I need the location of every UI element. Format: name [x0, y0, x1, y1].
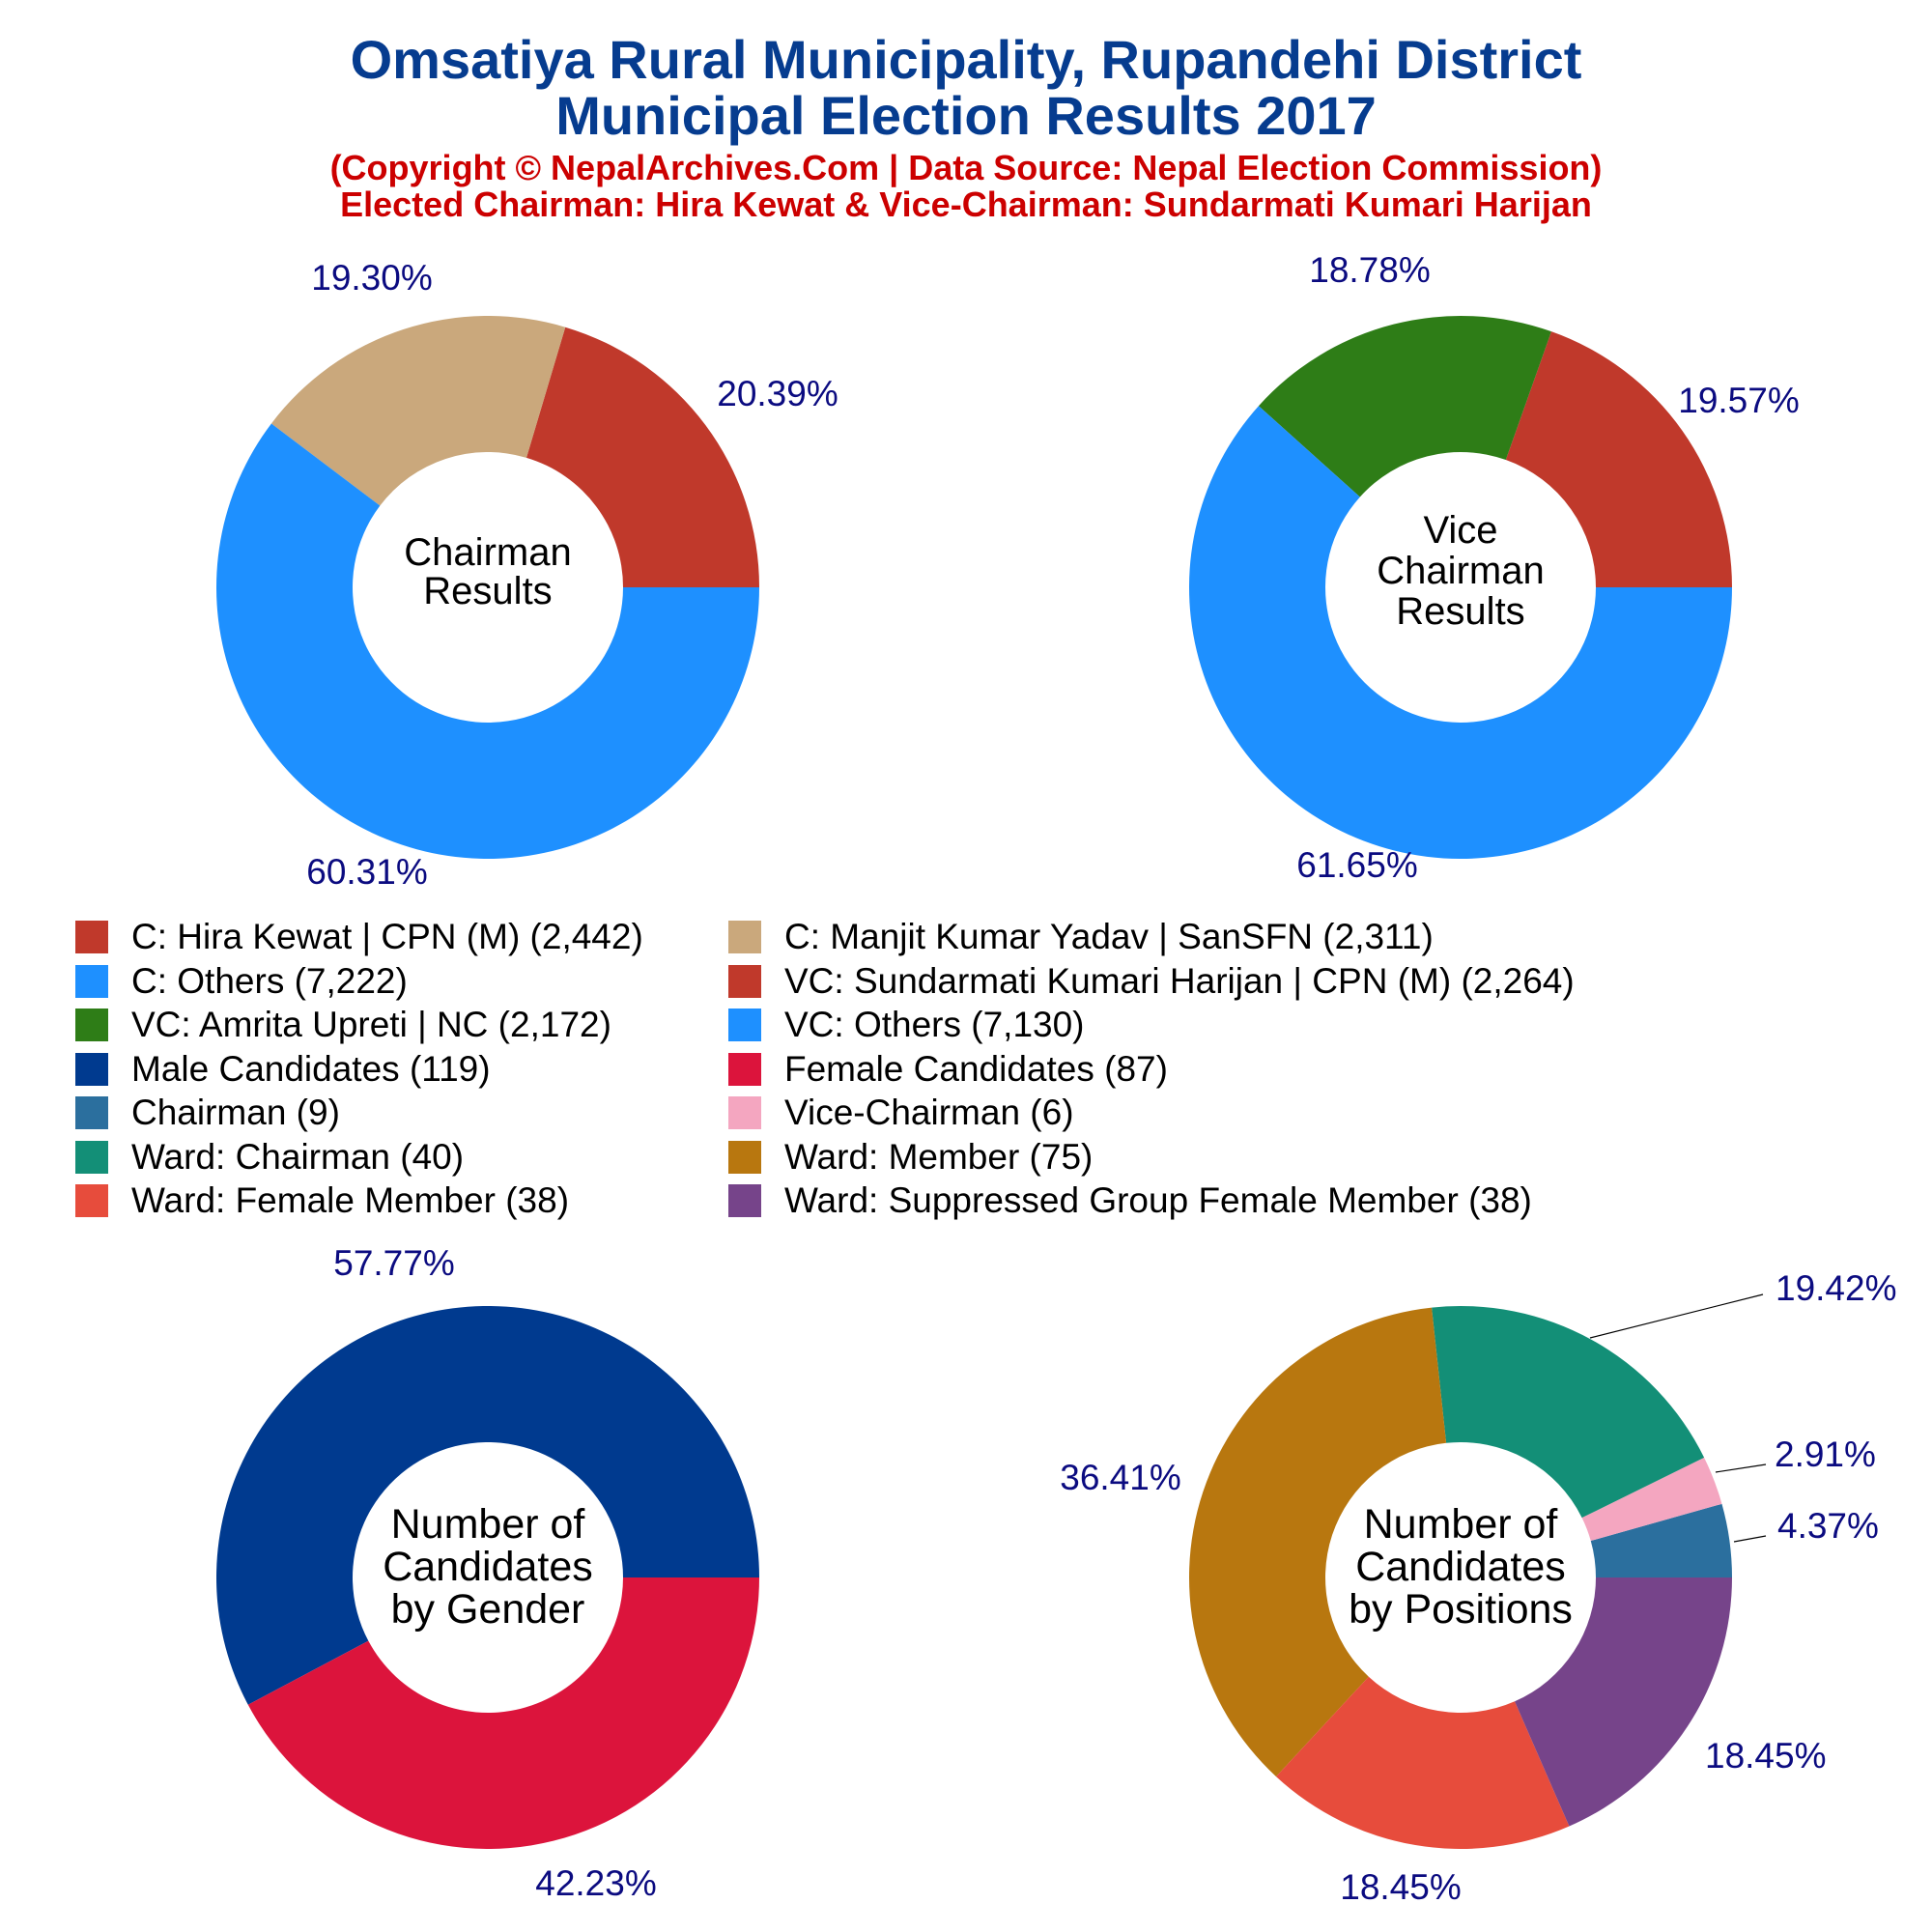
legend-item: VC: Amrita Upreti | NC (2,172): [75, 1005, 611, 1044]
slice-percent-label: 18.45%: [1340, 1867, 1462, 1907]
legend-swatch: [75, 1140, 108, 1174]
slice-percent-label: 60.31%: [306, 852, 428, 892]
slice-percent-label: 4.37%: [1777, 1506, 1879, 1546]
pie-slice: [270, 315, 566, 506]
pie-slice: [1189, 1307, 1447, 1777]
legend-label: VC: Others (7,130): [784, 1005, 1085, 1044]
legend-item: Male Candidates (119): [75, 1048, 491, 1089]
donut-chart: 4.37% 2.91% 19.42% 36.41% 18.45% 18.45% Number…: [1060, 1268, 1896, 1907]
pie-slice: [1276, 1676, 1570, 1849]
donut-center-label: Number of: [391, 1501, 586, 1548]
slice-percent-label: 57.77%: [333, 1243, 455, 1283]
legend-item: Ward: Member (75): [728, 1136, 1094, 1177]
donut-center-label: Candidates: [383, 1544, 593, 1590]
legend-swatch: [728, 964, 761, 998]
slice-percent-label: 19.57%: [1678, 381, 1800, 420]
slice-percent-label: 19.42%: [1776, 1268, 1897, 1308]
legend-label: Male Candidates (119): [131, 1048, 491, 1089]
legend-item: Vice-Chairman (6): [728, 1093, 1074, 1132]
legend-item: Ward: Suppressed Group Female Member (38…: [728, 1180, 1532, 1220]
legend-swatch: [75, 1009, 108, 1041]
pie-slice: [526, 327, 759, 587]
legend-label: Ward: Female Member (38): [131, 1180, 570, 1220]
legend-item: VC: Others (7,130): [728, 1005, 1085, 1044]
legend-swatch: [75, 1096, 108, 1129]
legend-swatch: [728, 1184, 761, 1217]
legend-label: C: Others (7,222): [131, 960, 408, 1001]
legend-swatch: [728, 1009, 761, 1041]
legend-item: C: Hira Kewat | CPN (M) (2,442): [75, 917, 643, 956]
copyright-subtitle: (Copyright © NepalArchives.Com | Data So…: [329, 148, 1603, 187]
slice-percent-label: 19.30%: [311, 258, 433, 298]
legend-item: C: Others (7,222): [75, 960, 408, 1001]
label-leader-line: [1733, 1535, 1767, 1543]
legend-label: Ward: Member (75): [784, 1136, 1094, 1177]
donut-center-label: by Gender: [391, 1586, 585, 1633]
pie-slice: [247, 1577, 759, 1849]
legend-label: Ward: Chairman (40): [131, 1136, 465, 1177]
donut-center-label: Candidates: [1355, 1544, 1566, 1590]
legend-label: C: Manjit Kumar Yadav | SanSFN (2,311): [784, 917, 1434, 956]
slice-percent-label: 18.45%: [1705, 1736, 1827, 1776]
slice-percent-label: 2.91%: [1775, 1435, 1876, 1474]
slice-percent-label: 36.41%: [1060, 1458, 1181, 1497]
pie-slice: [1505, 331, 1732, 587]
pie-slice: [1590, 1503, 1732, 1577]
pie-slice: [1432, 1306, 1705, 1519]
slice-percent-label: 20.39%: [717, 374, 838, 413]
legend-swatch: [728, 1052, 761, 1086]
legend-label: VC: Amrita Upreti | NC (2,172): [131, 1005, 611, 1044]
legend-label: Vice-Chairman (6): [784, 1093, 1074, 1132]
donut-center-label: by Positions: [1349, 1586, 1573, 1633]
slice-percent-label: 18.78%: [1309, 250, 1431, 290]
donut-center-label: Vice: [1423, 509, 1497, 552]
donut-center-label: Number of: [1364, 1501, 1559, 1548]
pie-slice: [1188, 406, 1732, 859]
legend-swatch: [728, 1096, 761, 1129]
legend-swatch: [75, 921, 108, 953]
pie-slice: [1258, 315, 1551, 497]
legend-item: Ward: Chairman (40): [75, 1136, 465, 1177]
legend-item: VC: Sundarmati Kumari Harijan | CPN (M) …: [728, 960, 1575, 1001]
label-leader-line: [1589, 1293, 1764, 1339]
donut-center-label: Chairman: [1377, 550, 1544, 592]
legend-label: Ward: Suppressed Group Female Member (38…: [784, 1180, 1532, 1220]
elected-subtitle: Elected Chairman: Hira Kewat & Vice-Chai…: [340, 185, 1592, 224]
legend-label: VC: Sundarmati Kumari Harijan | CPN (M) …: [784, 960, 1575, 1001]
legend-swatch: [75, 1052, 108, 1086]
legend-item: Chairman (9): [75, 1093, 340, 1132]
pie-slice: [1581, 1457, 1722, 1542]
legend-label: C: Hira Kewat | CPN (M) (2,442): [131, 917, 643, 956]
slice-percent-label: 61.65%: [1296, 845, 1418, 885]
slice-percent-label: 42.23%: [535, 1863, 657, 1903]
legend-label: Female Candidates (87): [784, 1048, 1168, 1089]
pie-slice: [215, 1305, 759, 1705]
legend-item: Ward: Female Member (38): [75, 1180, 570, 1220]
label-leader-line: [1715, 1463, 1767, 1473]
legend-swatch: [75, 1184, 108, 1217]
legend-swatch: [728, 1140, 761, 1174]
legend-label: Chairman (9): [131, 1093, 340, 1132]
legend-item: C: Manjit Kumar Yadav | SanSFN (2,311): [728, 917, 1434, 956]
chart-title-line-1: Omsatiya Rural Municipality, Rupandehi D…: [350, 29, 1582, 90]
pie-slice: [216, 423, 760, 859]
chart-title-line-2: Municipal Election Results 2017: [555, 85, 1377, 146]
legend-swatch: [75, 964, 108, 998]
legend-swatch: [728, 921, 761, 953]
legend-item: Female Candidates (87): [728, 1048, 1168, 1089]
donut-center-label: Chairman: [404, 531, 571, 574]
pie-slice: [1515, 1577, 1732, 1827]
donut-center-label: Results: [1396, 590, 1524, 633]
donut-center-label: Results: [423, 570, 552, 612]
